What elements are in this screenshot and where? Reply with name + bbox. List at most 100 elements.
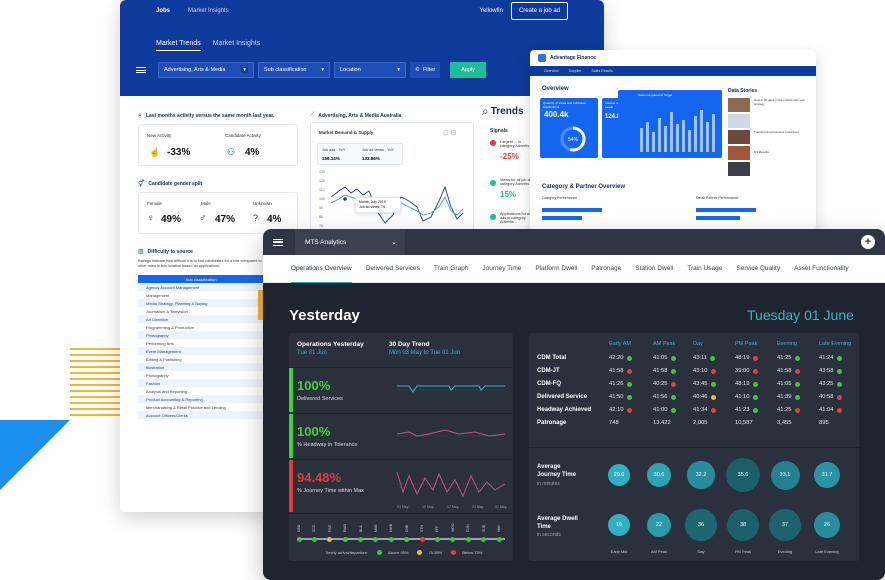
user-menu[interactable]: Yellowfin (479, 8, 503, 14)
location-select[interactable]: Location ▾ (334, 62, 406, 78)
station-status-dot[interactable] (311, 536, 317, 542)
table-row[interactable]: Fashion (138, 379, 264, 387)
tab-delivered-services[interactable]: Delivered Services (365, 265, 420, 272)
metric-bubble[interactable]: 32.2 (687, 461, 715, 489)
metric-cell[interactable]: 41:58 (653, 368, 687, 374)
metric-cell[interactable]: 41:56 (653, 394, 687, 400)
metric-cell[interactable]: 41:24 (819, 355, 853, 361)
metric-cell[interactable]: 41:05 (777, 381, 811, 387)
station-status-dot[interactable] (419, 536, 425, 542)
toolbar-overview[interactable]: Overview (544, 69, 559, 73)
metric-cell[interactable]: 41:50 (609, 394, 643, 400)
app-selector[interactable]: MTS Analytics ⌄ (295, 229, 405, 255)
tab-asset-functionality[interactable]: Asset Functionality (794, 265, 849, 272)
table-row[interactable]: Analysis and Reporting (146, 388, 188, 394)
table-row[interactable]: Event Management (138, 347, 264, 355)
classification-select[interactable]: Advertising, Arts & Media ▾ (158, 62, 254, 78)
tab-market-insights[interactable]: Market Insights (212, 40, 261, 47)
tab-station-dwell[interactable]: Station Dwell (635, 265, 674, 272)
tab-market-trends[interactable]: Market Trends (156, 40, 201, 51)
metric-bubble[interactable]: 16 (608, 514, 630, 536)
add-icon[interactable]: + (861, 235, 875, 249)
table-row[interactable]: Art Direction (138, 315, 264, 323)
metric-cell[interactable]: 43:58 (819, 368, 853, 374)
menu-icon[interactable] (136, 67, 146, 73)
metric-bubble[interactable]: 35.6 (726, 458, 760, 492)
table-row[interactable]: Management (146, 292, 170, 298)
nav-jobs[interactable]: Jobs (156, 8, 171, 14)
table-row[interactable]: Programming & Production (146, 324, 195, 330)
metric-cell[interactable]: 42:20 (609, 355, 643, 361)
station-status-dot[interactable] (465, 536, 471, 542)
metric-cell[interactable]: 41:00 (653, 407, 687, 413)
create-job-ad-button[interactable]: Create a job ad (510, 2, 568, 20)
metric-cell[interactable]: 2,005 (693, 420, 727, 426)
station-status-dot[interactable] (481, 536, 487, 542)
metric-cell[interactable]: 40:58 (819, 394, 853, 400)
metric-cell[interactable]: 41:58 (777, 368, 811, 374)
metric-bubble[interactable]: 33.1 (770, 460, 800, 490)
menu-icon[interactable] (273, 238, 283, 246)
chart-toggle-icon[interactable]: ⊡ ⊟ (443, 130, 457, 137)
station-status-dot[interactable] (342, 536, 348, 542)
metric-cell[interactable]: 41:23 (735, 407, 769, 413)
metric-cell[interactable]: 41:58 (609, 368, 643, 374)
station-status-dot[interactable] (450, 536, 456, 542)
toolbar-sales[interactable]: Sales Results (591, 69, 613, 73)
metric-cell[interactable]: 40:25 (653, 381, 687, 387)
metric-cell[interactable]: 48:19 (735, 355, 769, 361)
table-row[interactable]: Account Officers/Clerks (138, 411, 264, 419)
story1-title[interactable]: How to fill gaps in the market with your… (754, 98, 806, 106)
station-status-dot[interactable] (373, 536, 379, 542)
metric-cell[interactable]: 41:05 (653, 355, 687, 361)
metric-cell[interactable]: 48:19 (735, 381, 769, 387)
table-row[interactable]: Journalism & Television (146, 308, 188, 314)
table-row[interactable]: Product Accounting & Reporting (138, 395, 264, 403)
table-row[interactable]: Merchandising & Retail Practice and Lend… (146, 404, 226, 410)
metric-bubble[interactable]: 30.6 (647, 463, 671, 487)
tab-platform-dwell[interactable]: Platform Dwell (535, 265, 578, 272)
metric-cell[interactable]: 43:45 (693, 381, 727, 387)
metric-cell[interactable]: 10,587 (735, 420, 769, 426)
metric-bubble[interactable]: 36 (685, 509, 717, 541)
table-row[interactable]: Editing & Publishing (146, 356, 182, 362)
station-status-dot[interactable] (296, 536, 302, 542)
sub-classification-select[interactable]: Sub classification ▾ (258, 62, 330, 78)
station-status-dot[interactable] (434, 536, 440, 542)
metric-bubble[interactable]: 26 (813, 511, 841, 539)
metric-bubble[interactable]: 38 (727, 509, 759, 541)
metric-cell[interactable]: 41:34 (693, 407, 727, 413)
tab-operations-overview[interactable]: Operations Overview (291, 255, 352, 283)
metric-cell[interactable]: 42:10 (609, 407, 643, 413)
station-status-dot[interactable] (388, 536, 394, 542)
tab-patronage[interactable]: Patronage (591, 265, 622, 272)
metric-bubble[interactable]: 37 (769, 509, 801, 541)
toolbar-supplier[interactable]: Supplier (568, 69, 582, 73)
apply-button[interactable]: Apply (450, 62, 486, 78)
metric-bubble[interactable]: 31.7 (813, 461, 841, 489)
table-row[interactable]: Performing Arts (146, 340, 174, 346)
metric-cell[interactable]: 748 (609, 420, 643, 426)
metric-cell[interactable]: 41:04 (819, 407, 853, 413)
metric-bubble[interactable]: 22 (646, 512, 672, 538)
filter-button[interactable]: ⚟ Filter (410, 62, 441, 78)
metric-bubble[interactable]: 29.6 (608, 464, 630, 486)
metric-cell[interactable]: 41:39 (777, 394, 811, 400)
metric-cell[interactable]: 895 (819, 420, 853, 426)
story2-title[interactable]: Transforming business processes (754, 130, 799, 134)
table-row[interactable]: Agency Account Management (138, 283, 264, 291)
tab-journey-time[interactable]: Journey Time (482, 265, 522, 272)
table-row[interactable]: Photography (138, 331, 264, 339)
metric-cell[interactable]: 41:25 (777, 355, 811, 361)
tab-train-graph[interactable]: Train Graph (433, 265, 469, 272)
station-status-dot[interactable] (496, 536, 502, 542)
metric-cell[interactable]: 43:25 (819, 381, 853, 387)
nav-market-insights[interactable]: Market Insights (188, 8, 229, 14)
station-status-dot[interactable] (327, 536, 333, 542)
metric-cell[interactable]: 43:11 (693, 355, 727, 361)
tab-train-usage[interactable]: Train Usage (687, 265, 723, 272)
station-status-dot[interactable] (404, 536, 410, 542)
table-row[interactable]: Photography (146, 372, 169, 378)
metric-cell[interactable]: 43:10 (693, 368, 727, 374)
metric-cell[interactable]: 40:46 (693, 394, 727, 400)
